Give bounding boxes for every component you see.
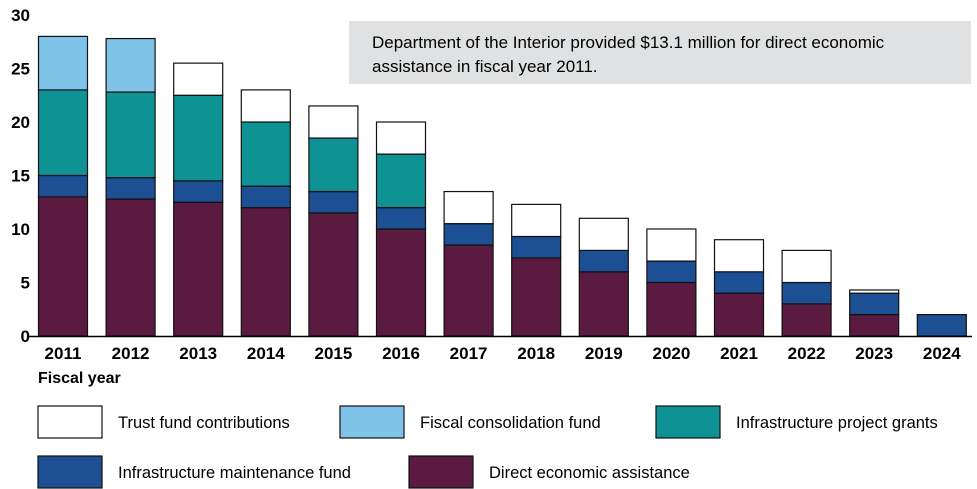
bar-segment [173,94,224,182]
bar-segment [37,174,89,198]
bar-segment [105,37,156,93]
bar-segment [443,190,494,225]
bar-segment [849,314,900,337]
bar-segment [916,314,967,337]
bar-segment [646,260,697,284]
bar-segment [578,217,629,252]
bar-segment [37,35,89,91]
x-tick-label: 2021 [720,344,758,363]
x-axis-title: Fiscal year [38,370,121,387]
legend-label: Trust fund contributions [118,414,290,432]
annotation-box [349,21,971,84]
y-tick-label: 15 [11,167,30,186]
bar-segment [375,153,427,209]
bar-segment [173,180,224,203]
bar-segment [308,105,359,139]
bar-segment [713,292,765,337]
bar-segment [105,177,156,200]
bar-segment [781,249,832,284]
x-tick-label: 2018 [517,344,555,363]
bar-segment [578,271,629,337]
y-tick-label: 25 [11,60,30,79]
bar-segment [375,228,427,337]
bar-segment [443,244,494,337]
bar-segment [713,239,765,273]
legend-swatch [339,405,405,439]
bar-segment [105,198,156,337]
legend-swatch [655,405,721,439]
y-tick-label: 10 [11,220,30,239]
y-tick-label: 20 [11,113,30,132]
legend-label: Fiscal consolidation fund [420,414,601,432]
legend-label: Infrastructure project grants [736,414,938,432]
y-axis: 0 5 10 15 20 25 30 [11,6,30,346]
bar-segment [443,223,494,246]
x-tick-label: 2016 [382,344,420,363]
annotation-line-2: assistance in fiscal year 2011. [372,57,598,76]
bar-segment [511,235,562,259]
x-tick-label: 2014 [247,344,285,363]
x-tick-label: 2015 [314,344,352,363]
bar-segment [308,190,359,214]
y-tick-label: 5 [21,274,30,293]
bar-segment [308,137,359,193]
bar-segment [375,121,427,155]
bar-segment [781,281,832,305]
bar-segment [781,303,832,337]
legend-swatch [408,455,474,489]
bar-segment [646,281,697,337]
x-tick-label: 2024 [923,344,961,363]
x-tick-label: 2022 [788,344,826,363]
bar-segment [240,207,291,337]
bar-segment [849,292,900,316]
bar-segment [849,289,900,294]
annotation: Department of the Interior provided $13.… [349,21,971,84]
x-axis: 2011 2012 2013 2014 2015 2016 2017 2018 2019 2020… [45,344,962,363]
bars [37,35,967,337]
x-tick-label: 2013 [179,344,217,363]
bar-segment [646,228,697,262]
bar-segment [37,196,89,337]
x-tick-label: 2012 [112,344,150,363]
bar-segment [240,185,291,209]
bar-segment [308,212,359,337]
bar-segment [375,207,427,230]
legend-label: Direct economic assistance [489,464,690,482]
bar-segment [578,249,629,273]
legend-swatch [37,455,103,489]
legend-swatch [37,405,103,439]
bar-segment [37,89,89,177]
bar-segment [173,201,224,337]
bar-segment [511,203,562,238]
bar-segment [240,121,291,187]
x-tick-label: 2011 [45,344,82,363]
bar-segment [173,62,224,96]
y-tick-label: 0 [21,327,30,346]
x-tick-label: 2020 [652,344,690,363]
bar-segment [240,89,291,123]
y-tick-label: 30 [11,6,30,25]
x-tick-label: 2017 [450,344,488,363]
annotation-line-1: Department of the Interior provided $13.… [372,33,885,52]
x-tick-label: 2023 [855,344,893,363]
bar-segment [105,91,156,179]
legend-label: Infrastructure maintenance fund [118,464,351,482]
legend: Trust fund contributions Fiscal consolida… [37,405,938,489]
bar-segment [511,257,562,337]
bar-segment [713,271,765,294]
x-tick-label: 2019 [585,344,623,363]
